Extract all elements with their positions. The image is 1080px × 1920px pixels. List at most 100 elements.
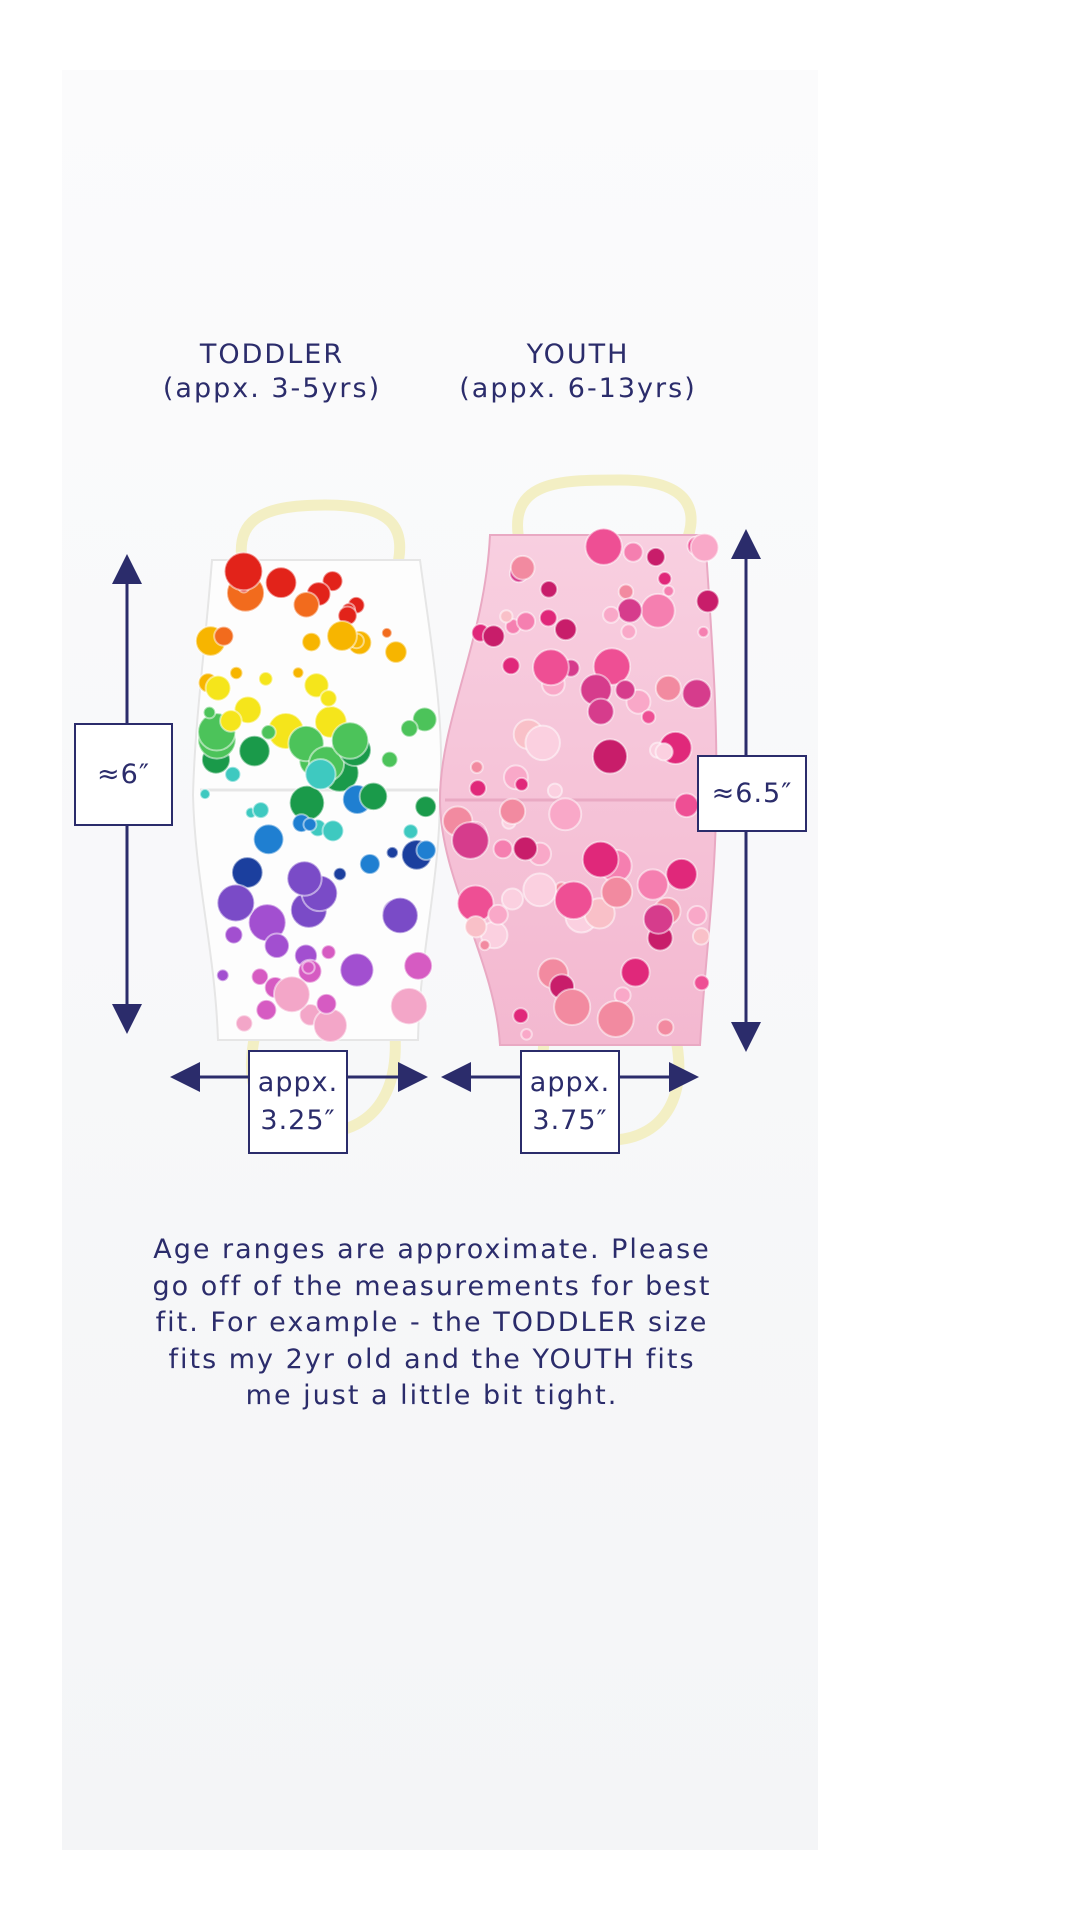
gem [381,896,419,935]
gem [238,734,271,768]
note-line: fit. For example - the TODDLER size [155,1307,709,1338]
gem [602,605,621,624]
gem [654,742,674,762]
gem [515,611,537,632]
gem [215,968,230,983]
gem [657,571,673,587]
gem [686,905,708,926]
gem [389,986,429,1026]
gem [654,674,682,702]
gem [492,838,514,860]
gem [514,776,530,792]
gem [272,975,311,1014]
gem [546,782,563,799]
gem [512,835,539,862]
gem [596,999,635,1039]
gem [689,532,720,563]
gem [620,623,637,640]
toddler-width-value: 3.25″ [260,1105,336,1136]
gem [402,823,419,840]
gem [264,566,298,600]
toddler-width-label: appx. [257,1067,339,1098]
gem [522,872,558,908]
gem [645,546,666,568]
gem [548,797,583,832]
toddler-title: TODDLER [199,339,345,370]
gem [524,724,561,762]
youth-width-value: 3.75″ [532,1105,608,1136]
gem [234,1014,254,1033]
gem [617,583,635,600]
gem [673,792,700,819]
gem [219,709,243,733]
gem [500,887,524,911]
toddler-ages: (appx. 3-5yrs) [162,373,382,404]
gem [301,631,322,653]
gem [224,765,242,783]
youth-title: YOUTH [526,339,630,370]
gem [403,950,434,981]
gem [358,781,389,812]
gem [481,624,506,648]
gem [464,915,488,939]
gem [213,625,235,647]
gem [286,860,323,897]
gem [469,760,484,775]
gem [600,875,634,909]
gem [681,678,713,710]
gem [399,719,419,738]
gem [384,640,408,664]
gem [202,705,217,720]
gem [693,974,711,992]
gem [591,738,629,775]
gem [415,839,437,861]
gem [581,840,620,879]
youth-ear-loop-top [512,474,697,548]
note-line: go off of the measurements for best [152,1270,712,1302]
toddler-height-value: ≈6″ [97,758,150,790]
gem [478,939,491,952]
youth-width-box: appx. 3.75″ [520,1050,620,1154]
gem [622,541,644,563]
note-line: me just a little bit tight. [245,1380,619,1411]
gem [252,823,285,856]
gem [501,656,521,676]
gem [468,779,487,798]
gem [520,1027,533,1041]
youth-size-label: YOUTH (appx. 6-13yrs) [450,338,706,406]
toddler-size-label: TODDLER (appx. 3-5yrs) [150,338,394,406]
toddler-ear-loop-top [235,499,406,577]
gem [586,697,615,726]
gem [380,626,393,639]
gem [640,709,657,725]
gem [662,584,675,598]
gem [642,903,675,935]
youth-height-box: ≈6.5″ [697,755,807,832]
youth-width-label: appx. [529,1067,611,1098]
gem [263,932,291,960]
gem [539,579,559,599]
sizing-note: Age ranges are approximate. Please go of… [130,1232,734,1415]
gem [291,666,305,680]
note-line: Age ranges are approximate. Please [153,1234,711,1265]
gem [620,957,651,988]
gem [509,554,536,581]
gem [326,620,358,652]
gem [229,665,244,681]
gem [292,590,321,619]
youth-ages: (appx. 6-13yrs) [459,373,697,404]
gem [498,797,527,825]
gem [321,819,345,843]
gem [224,925,244,945]
gem [216,883,256,923]
gem [411,706,438,733]
gem [332,866,348,882]
gem [656,1018,675,1037]
gem [320,944,337,961]
gem [665,857,698,891]
toddler-width-box: appx. 3.25″ [248,1050,348,1154]
toddler-height-box: ≈6″ [74,723,173,826]
gem [640,592,676,629]
gem [636,868,670,901]
